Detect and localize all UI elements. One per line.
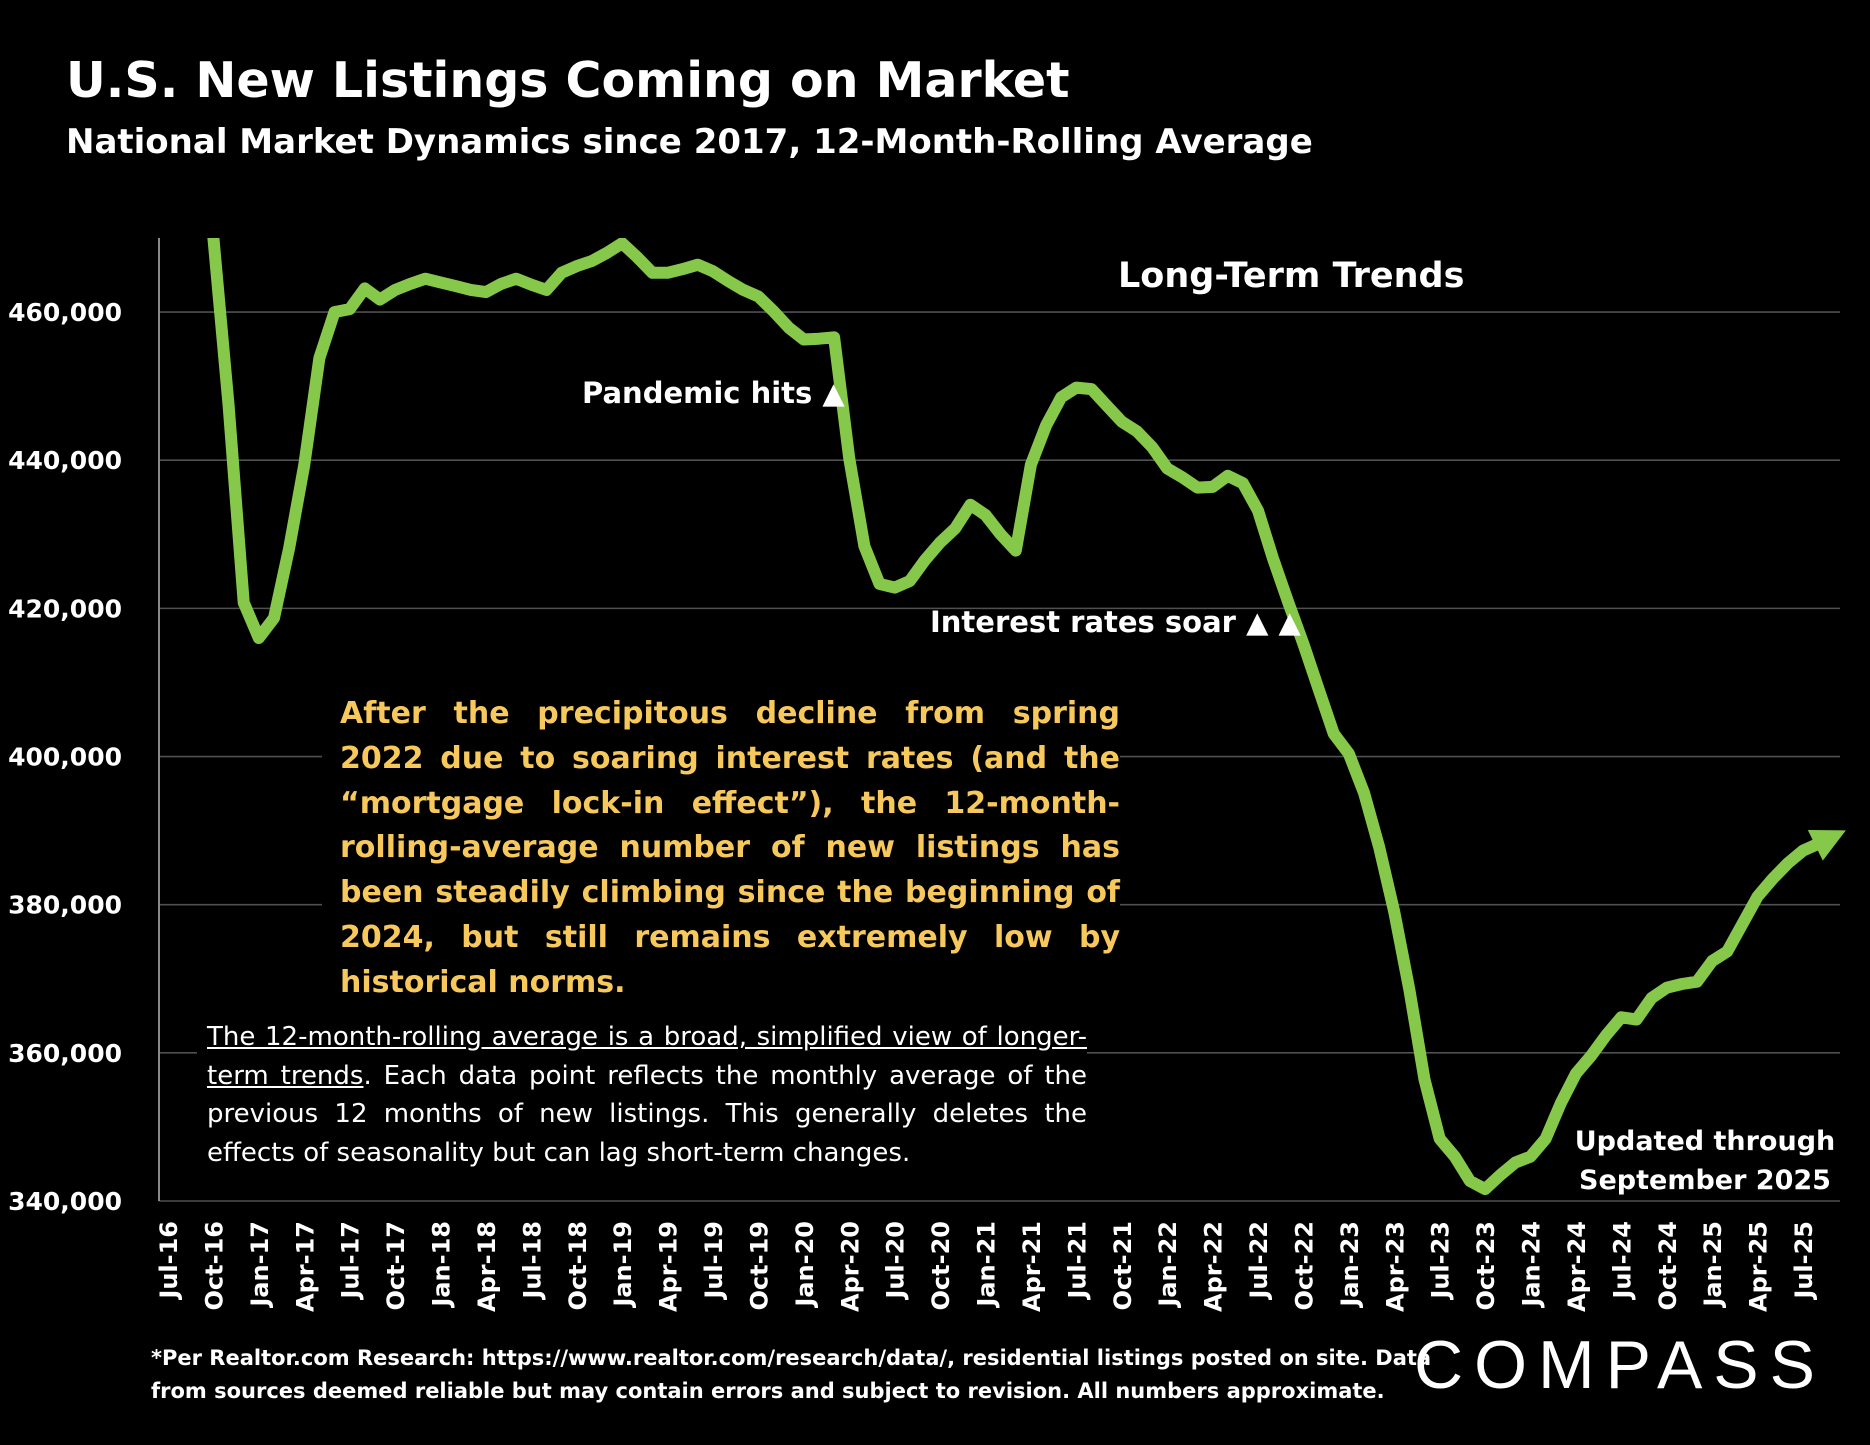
x-tick-label: Jan-23 bbox=[1336, 1221, 1364, 1309]
y-tick-label: 400,000 bbox=[8, 743, 122, 772]
x-tick-label: Jul-21 bbox=[1063, 1221, 1091, 1301]
pandemic-annotation: Pandemic hits ▲ bbox=[582, 376, 845, 410]
x-tick-label: Jul-18 bbox=[518, 1221, 546, 1301]
source-footnote: *Per Realtor.com Research: https://www.r… bbox=[151, 1342, 1431, 1408]
x-tick-label: Jul-22 bbox=[1245, 1221, 1273, 1301]
x-tick-label: Apr-23 bbox=[1381, 1221, 1409, 1312]
x-tick-label: Apr-18 bbox=[473, 1221, 501, 1312]
x-tick-label: Apr-20 bbox=[836, 1221, 864, 1312]
x-tick-label: Oct-22 bbox=[1290, 1221, 1318, 1310]
summary-paragraph: After the precipitous decline from sprin… bbox=[322, 692, 1120, 1006]
x-tick-label: Jan-19 bbox=[609, 1221, 637, 1309]
updated-line-1: Updated through bbox=[1574, 1126, 1836, 1157]
x-tick-label: Oct-18 bbox=[564, 1221, 592, 1310]
x-tick-label: Jan-21 bbox=[973, 1221, 1001, 1309]
series-line bbox=[207, 238, 1825, 1196]
compass-logo: COMPASS bbox=[1414, 1327, 1827, 1403]
x-tick-label: Jan-24 bbox=[1518, 1221, 1546, 1309]
y-tick-label: 440,000 bbox=[8, 446, 122, 475]
x-tick-label: Jan-25 bbox=[1699, 1221, 1727, 1309]
x-tick-label: Oct-19 bbox=[745, 1221, 773, 1310]
x-tick-label: Jul-25 bbox=[1790, 1221, 1818, 1301]
y-tick-label: 460,000 bbox=[8, 298, 122, 327]
x-tick-label: Jul-17 bbox=[337, 1221, 365, 1301]
x-tick-label: Jan-17 bbox=[246, 1221, 274, 1309]
x-tick-label: Jan-20 bbox=[791, 1221, 819, 1309]
updated-through-label: Updated through September 2025 bbox=[1560, 1122, 1850, 1200]
x-tick-label: Jul-24 bbox=[1608, 1221, 1636, 1301]
y-tick-label: 340,000 bbox=[8, 1187, 122, 1216]
x-tick-label: Apr-21 bbox=[1018, 1221, 1046, 1312]
x-tick-label: Jul-19 bbox=[700, 1221, 728, 1301]
methodology-note-underlined: The 12-month-rolling average is a broad,… bbox=[207, 1022, 1087, 1091]
x-tick-label: Apr-17 bbox=[291, 1221, 319, 1312]
x-tick-label: Jul-20 bbox=[882, 1221, 910, 1301]
chart-subtitle: National Market Dynamics since 2017, 12-… bbox=[66, 122, 1313, 162]
x-tick-label: Jul-23 bbox=[1427, 1221, 1455, 1301]
footnote-line-2: from sources deemed reliable but may con… bbox=[151, 1379, 1385, 1403]
x-tick-label: Apr-24 bbox=[1563, 1221, 1591, 1312]
footnote-line-1: *Per Realtor.com Research: https://www.r… bbox=[151, 1346, 1432, 1370]
x-tick-label: Oct-23 bbox=[1472, 1221, 1500, 1310]
methodology-note: The 12-month-rolling average is a broad,… bbox=[197, 1018, 1087, 1172]
x-tick-label: Oct-16 bbox=[200, 1221, 228, 1310]
x-tick-label: Oct-24 bbox=[1654, 1221, 1682, 1310]
long-term-trends-label: Long-Term Trends bbox=[1118, 256, 1465, 296]
x-tick-label: Jul-16 bbox=[155, 1221, 183, 1301]
y-tick-label: 420,000 bbox=[8, 594, 122, 623]
x-tick-label: Oct-21 bbox=[1109, 1221, 1137, 1310]
x-tick-label: Oct-17 bbox=[382, 1221, 410, 1310]
x-tick-label: Apr-25 bbox=[1745, 1221, 1773, 1312]
x-tick-label: Jan-18 bbox=[428, 1221, 456, 1309]
x-tick-label: Apr-22 bbox=[1200, 1221, 1228, 1312]
updated-line-2: September 2025 bbox=[1579, 1165, 1831, 1196]
y-tick-label: 380,000 bbox=[8, 891, 122, 920]
x-tick-label: Apr-19 bbox=[655, 1221, 683, 1312]
interest-rates-annotation: Interest rates soar ▲ ▲ bbox=[930, 605, 1301, 639]
x-tick-label: Oct-20 bbox=[927, 1221, 955, 1310]
chart-title: U.S. New Listings Coming on Market bbox=[66, 52, 1070, 109]
x-tick-label: Jan-22 bbox=[1154, 1221, 1182, 1309]
methodology-note-text: . Each data point reflects the monthly a… bbox=[207, 1060, 1087, 1168]
y-tick-label: 360,000 bbox=[8, 1039, 122, 1068]
arrowhead-icon bbox=[1807, 830, 1846, 861]
